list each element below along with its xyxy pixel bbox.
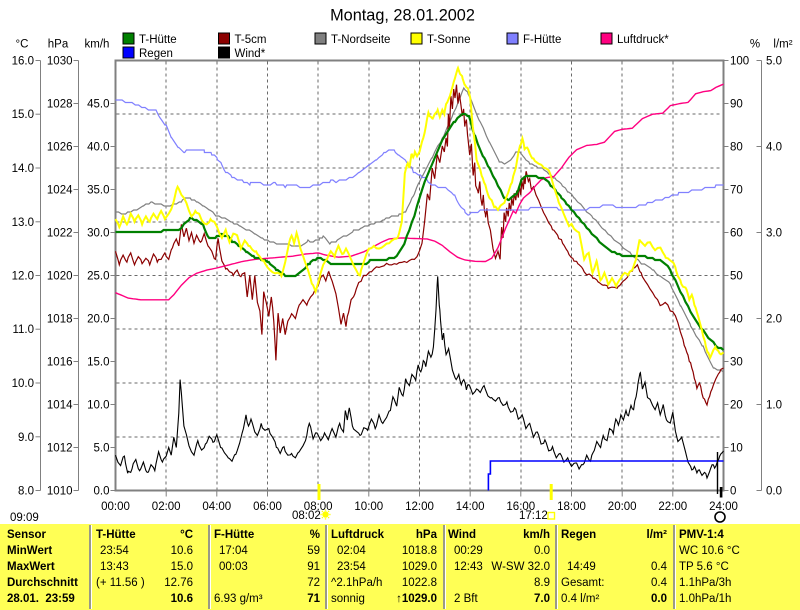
svg-text:T-Sonne: T-Sonne bbox=[427, 34, 470, 46]
svg-text:%: % bbox=[750, 39, 760, 51]
svg-text:2.0: 2.0 bbox=[766, 314, 782, 326]
svg-text:T-Hütte: T-Hütte bbox=[139, 34, 177, 46]
svg-text:1022: 1022 bbox=[47, 228, 73, 240]
svg-text:T-Nordseite: T-Nordseite bbox=[331, 34, 390, 46]
svg-text:Wind*: Wind* bbox=[235, 48, 266, 60]
svg-text:60: 60 bbox=[730, 228, 743, 240]
svg-text:04:00: 04:00 bbox=[202, 501, 231, 513]
svg-text:1026: 1026 bbox=[47, 142, 73, 154]
svg-text:15.0: 15.0 bbox=[12, 109, 34, 121]
svg-text:5.0: 5.0 bbox=[766, 56, 782, 68]
svg-text:18:00: 18:00 bbox=[557, 501, 586, 513]
svg-text:1010: 1010 bbox=[47, 486, 73, 498]
svg-text:16:00: 16:00 bbox=[506, 501, 535, 513]
svg-text:F-Hütte: F-Hütte bbox=[523, 34, 561, 46]
svg-text:12.0: 12.0 bbox=[12, 271, 34, 283]
svg-text:100: 100 bbox=[730, 56, 749, 68]
svg-text:20: 20 bbox=[730, 400, 743, 412]
svg-text:0.0: 0.0 bbox=[94, 486, 110, 498]
svg-text:1024: 1024 bbox=[47, 185, 73, 197]
svg-text:20:00: 20:00 bbox=[608, 501, 637, 513]
svg-text:30: 30 bbox=[730, 357, 743, 369]
svg-text:02:00: 02:00 bbox=[152, 501, 181, 513]
svg-text:20.0: 20.0 bbox=[87, 314, 109, 326]
svg-text:14.0: 14.0 bbox=[12, 163, 34, 175]
svg-text:8.0: 8.0 bbox=[18, 486, 34, 498]
svg-text:10: 10 bbox=[730, 443, 743, 455]
svg-text:40.0: 40.0 bbox=[87, 142, 109, 154]
svg-text:22:00: 22:00 bbox=[658, 501, 687, 513]
svg-text:hPa: hPa bbox=[48, 39, 69, 51]
svg-text:1014: 1014 bbox=[47, 400, 73, 412]
svg-text:00:00: 00:00 bbox=[101, 501, 130, 513]
svg-text:1012: 1012 bbox=[47, 443, 73, 455]
svg-text:10.0: 10.0 bbox=[12, 378, 34, 390]
svg-text:km/h: km/h bbox=[85, 39, 110, 51]
svg-text:°C: °C bbox=[16, 39, 29, 51]
svg-text:45.0: 45.0 bbox=[87, 99, 109, 111]
svg-text:T-5cm: T-5cm bbox=[235, 34, 267, 46]
svg-text:Montag, 28.01.2002: Montag, 28.01.2002 bbox=[330, 7, 475, 25]
svg-text:1018: 1018 bbox=[47, 314, 73, 326]
svg-text:3.0: 3.0 bbox=[766, 228, 782, 240]
svg-text:0: 0 bbox=[730, 486, 736, 498]
svg-text:12:00: 12:00 bbox=[405, 501, 434, 513]
svg-text:1.0: 1.0 bbox=[766, 400, 782, 412]
svg-text:l/m²: l/m² bbox=[773, 39, 792, 51]
svg-text:Regen: Regen bbox=[139, 48, 173, 60]
svg-text:1028: 1028 bbox=[47, 99, 73, 111]
svg-text:25.0: 25.0 bbox=[87, 271, 109, 283]
svg-text:13.0: 13.0 bbox=[12, 217, 34, 229]
svg-text:14:00: 14:00 bbox=[456, 501, 485, 513]
svg-text:70: 70 bbox=[730, 185, 743, 197]
svg-text:80: 80 bbox=[730, 142, 743, 154]
svg-text:10:00: 10:00 bbox=[354, 501, 383, 513]
svg-text:35.0: 35.0 bbox=[87, 185, 109, 197]
svg-text:10.0: 10.0 bbox=[87, 400, 109, 412]
svg-text:1030: 1030 bbox=[47, 56, 73, 68]
svg-text:50: 50 bbox=[730, 271, 743, 283]
svg-text:16.0: 16.0 bbox=[12, 56, 34, 68]
svg-text:90: 90 bbox=[730, 99, 743, 111]
svg-text:08:02: 08:02 bbox=[292, 510, 321, 522]
svg-text:1016: 1016 bbox=[47, 357, 73, 369]
svg-text:9.0: 9.0 bbox=[18, 432, 34, 444]
svg-text:17:12: 17:12 bbox=[519, 510, 548, 522]
svg-text:40: 40 bbox=[730, 314, 743, 326]
svg-text:15.0: 15.0 bbox=[87, 357, 109, 369]
svg-text:5.0: 5.0 bbox=[94, 443, 110, 455]
svg-text:11.0: 11.0 bbox=[12, 324, 34, 336]
svg-text:06:00: 06:00 bbox=[253, 501, 282, 513]
svg-text:24:00: 24:00 bbox=[709, 501, 738, 513]
svg-text:Luftdruck*: Luftdruck* bbox=[617, 34, 669, 46]
svg-text:1020: 1020 bbox=[47, 271, 73, 283]
svg-text:09:09: 09:09 bbox=[10, 512, 39, 524]
svg-text:30.0: 30.0 bbox=[87, 228, 109, 240]
svg-text:4.0: 4.0 bbox=[766, 142, 782, 154]
svg-text:0.0: 0.0 bbox=[766, 486, 782, 498]
